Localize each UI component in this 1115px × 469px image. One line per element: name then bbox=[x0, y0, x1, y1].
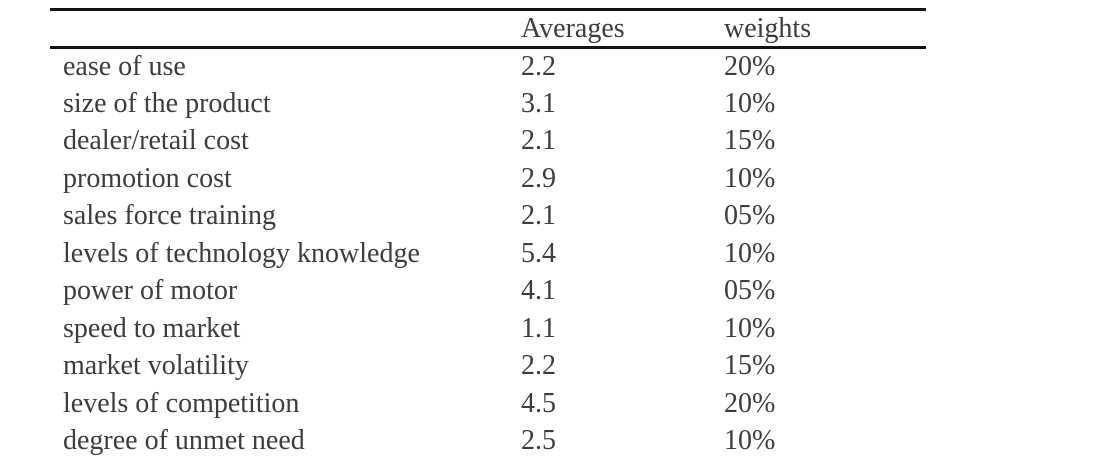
weight-value: 10% bbox=[724, 425, 776, 457]
criterion-label: power of motor bbox=[63, 275, 238, 307]
weight-value: 20% bbox=[724, 387, 776, 419]
weight-value: 10% bbox=[724, 162, 776, 194]
table-row: speed to market 1.1 10% bbox=[50, 310, 926, 348]
criteria-weights-table: Averages weights ease of use 2.2 20% siz… bbox=[50, 8, 926, 460]
criterion-label: size of the product bbox=[63, 87, 271, 119]
table-row: dealer/retail cost 2.1 15% bbox=[50, 123, 926, 161]
average-value: 4.1 bbox=[521, 275, 556, 307]
average-value: 2.9 bbox=[521, 162, 556, 194]
table-row: market volatility 2.2 15% bbox=[50, 348, 926, 386]
criterion-label: promotion cost bbox=[63, 162, 232, 194]
average-value: 2.2 bbox=[521, 51, 556, 82]
criterion-label: sales force training bbox=[63, 200, 277, 232]
table-row: power of motor 4.1 05% bbox=[50, 273, 926, 311]
table-row: degree of unmet need 2.5 10% bbox=[50, 423, 926, 461]
average-value: 3.1 bbox=[521, 87, 556, 119]
weight-value: 20% bbox=[724, 51, 776, 82]
average-value: 5.4 bbox=[521, 237, 556, 269]
criterion-label: dealer/retail cost bbox=[63, 125, 249, 157]
average-value: 2.5 bbox=[521, 425, 556, 457]
weight-value: 15% bbox=[724, 350, 776, 382]
header-cell-averages: Averages bbox=[521, 12, 625, 44]
table-row: sales force training 2.1 05% bbox=[50, 198, 926, 236]
average-value: 2.2 bbox=[521, 350, 556, 382]
header-cell-label bbox=[50, 10, 521, 48]
header-row: Averages weights bbox=[50, 10, 926, 48]
table-header: Averages weights bbox=[50, 10, 926, 48]
criterion-label: levels of technology knowledge bbox=[63, 237, 420, 269]
average-value: 4.5 bbox=[521, 387, 556, 419]
criterion-label: speed to market bbox=[63, 312, 241, 344]
criterion-label: degree of unmet need bbox=[63, 425, 305, 457]
criterion-label: levels of competition bbox=[63, 387, 300, 419]
table-row: promotion cost 2.9 10% bbox=[50, 160, 926, 198]
table-row: levels of competition 4.5 20% bbox=[50, 385, 926, 423]
average-value: 1.1 bbox=[521, 312, 556, 344]
table-body: ease of use 2.2 20% size of the product … bbox=[50, 48, 926, 461]
header-cell-weights: weights bbox=[724, 12, 812, 44]
average-value: 2.1 bbox=[521, 200, 556, 232]
weight-value: 10% bbox=[724, 237, 776, 269]
average-value: 2.1 bbox=[521, 125, 556, 157]
table-row: ease of use 2.2 20% bbox=[50, 48, 926, 86]
table-row: size of the product 3.1 10% bbox=[50, 85, 926, 123]
weight-value: 15% bbox=[724, 125, 776, 157]
table-row: levels of technology knowledge 5.4 10% bbox=[50, 235, 926, 273]
weight-value: 10% bbox=[724, 312, 776, 344]
weight-value: 10% bbox=[724, 87, 776, 119]
criterion-label: market volatility bbox=[63, 350, 249, 382]
weight-value: 05% bbox=[724, 200, 776, 232]
criterion-label: ease of use bbox=[63, 51, 186, 82]
weight-value: 05% bbox=[724, 275, 776, 307]
